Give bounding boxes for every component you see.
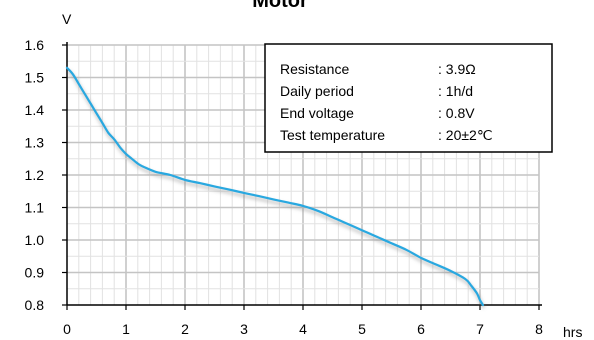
y-tick-label: 1.2 (25, 167, 45, 183)
y-tick-label: 1.4 (25, 102, 45, 118)
x-axis-label: hrs (563, 324, 582, 340)
test-conditions-frame (264, 43, 553, 153)
x-tick-label: 7 (476, 321, 484, 337)
y-tick-labels: 0.8 0.9 1.0 1.1 1.2 1.3 1.4 1.5 1.6 (25, 37, 45, 313)
y-tick-label: 1.0 (25, 232, 45, 248)
x-tick-labels: 0 1 2 3 4 5 6 7 8 (63, 321, 543, 337)
x-tick-label: 8 (535, 321, 543, 337)
y-tick-label: 0.9 (25, 265, 45, 281)
chart-title: Motor (252, 0, 308, 12)
y-tick-label: 1.1 (25, 200, 45, 216)
x-tick-label: 6 (417, 321, 425, 337)
test-temperature-label: Test temperature (280, 127, 385, 143)
y-tick-label: 1.5 (25, 70, 45, 86)
resistance-label: Resistance (280, 61, 349, 77)
x-tick-label: 1 (122, 321, 130, 337)
daily-period-value: : 1h/d (438, 83, 473, 99)
x-tick-label: 2 (181, 321, 189, 337)
y-tick-label: 1.3 (25, 135, 45, 151)
y-axis-label: V (62, 11, 72, 27)
axes (62, 42, 542, 310)
x-tick-label: 4 (299, 321, 307, 337)
end-voltage-label: End voltage (280, 105, 354, 121)
end-voltage-value: : 0.8V (438, 105, 475, 121)
x-tick-label: 0 (63, 321, 71, 337)
resistance-value: : 3.9Ω (438, 61, 476, 77)
test-temperature-value: : 20±2℃ (438, 127, 493, 143)
daily-period-label: Daily period (280, 83, 354, 99)
test-conditions-box: Resistance : 3.9Ω Daily period : 1h/d En… (264, 43, 553, 153)
discharge-curve (65, 66, 484, 307)
y-tick-label: 1.6 (25, 37, 45, 53)
x-tick-label: 5 (358, 321, 366, 337)
y-tick-label: 0.8 (25, 297, 45, 313)
x-tick-label: 3 (240, 321, 248, 337)
